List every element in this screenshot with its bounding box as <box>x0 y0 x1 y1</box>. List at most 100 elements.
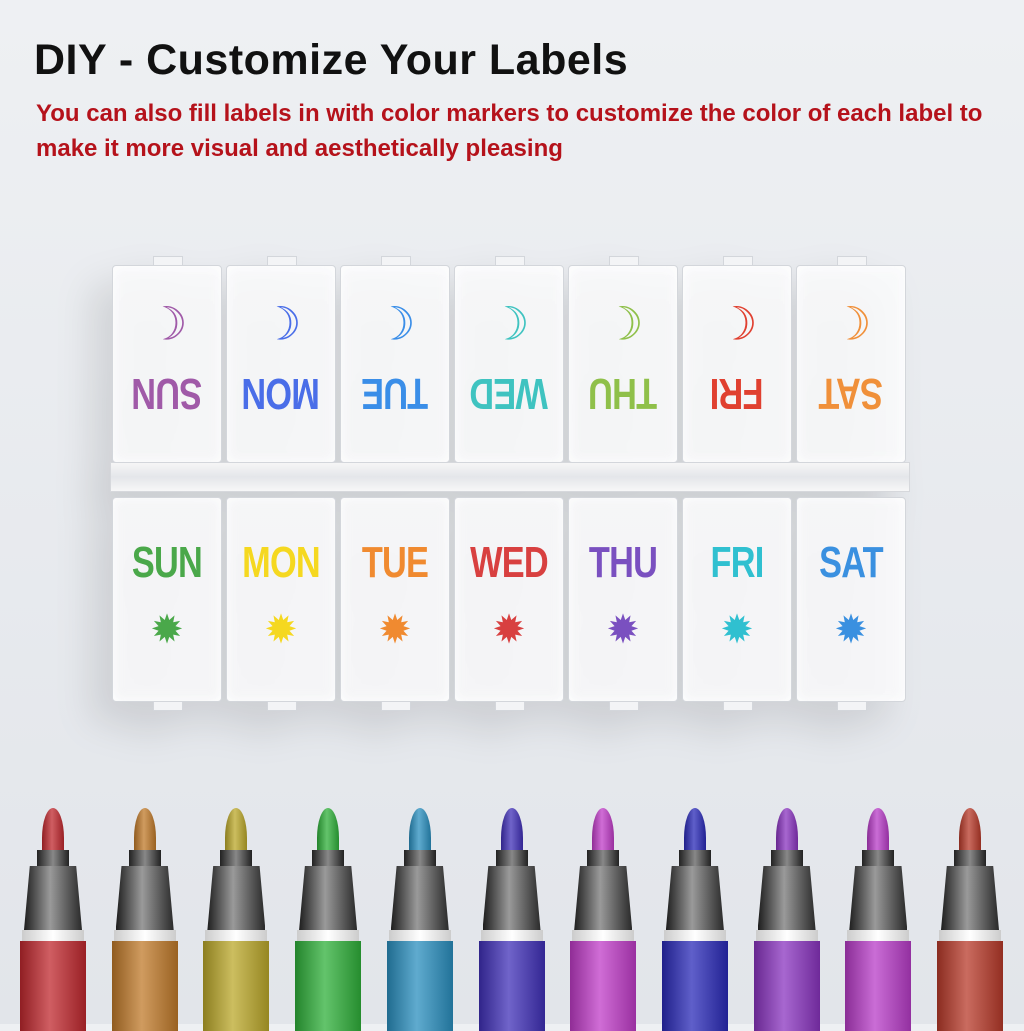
lid-tab <box>609 256 639 266</box>
marker-ring <box>388 930 451 941</box>
moon-icon: ☾ <box>716 296 758 348</box>
compartment-lid-night_row-mon[interactable]: MON ☾ <box>226 256 336 463</box>
lid-tab <box>837 701 867 711</box>
day-label: WED <box>470 538 549 587</box>
sun-icon: ✹ <box>150 608 184 652</box>
moon-icon: ☾ <box>374 296 416 348</box>
moon-icon: ☾ <box>260 296 302 348</box>
marker-body <box>753 941 820 1031</box>
lid-tab <box>495 701 525 711</box>
marker-cone <box>665 866 724 930</box>
marker-neck <box>587 850 620 868</box>
day-label: TUE <box>361 538 429 587</box>
marker-neck <box>770 850 803 868</box>
marker-cone <box>482 866 541 930</box>
marker-tip <box>42 808 64 852</box>
marker-ring <box>205 930 268 941</box>
marker-cone <box>757 866 816 930</box>
sun-icon: ✹ <box>606 608 640 652</box>
marker-ring <box>847 930 910 941</box>
marker-body <box>570 941 637 1031</box>
lid-tab <box>837 256 867 266</box>
day-label: FRI <box>710 538 765 587</box>
compartment-lid-day_row-mon[interactable]: MON ✹ <box>226 497 336 711</box>
marker-cone <box>390 866 449 930</box>
color-marker <box>661 808 728 1031</box>
moon-icon: ☾ <box>830 296 872 348</box>
day-label: THU <box>588 369 658 418</box>
marker-body <box>203 941 270 1031</box>
lid-tab <box>495 256 525 266</box>
marker-cone <box>574 866 633 930</box>
marker-neck <box>403 850 436 868</box>
color-marker <box>570 808 637 1031</box>
marker-body <box>111 941 178 1031</box>
moon-icon: ☾ <box>602 296 644 348</box>
marker-neck <box>312 850 345 868</box>
color-marker <box>478 808 545 1031</box>
color-marker <box>753 808 820 1031</box>
compartment-lid-day_row-sun[interactable]: SUN ✹ <box>112 497 222 711</box>
day-label: SAT <box>819 538 884 587</box>
compartment-lid-day_row-thu[interactable]: THU ✹ <box>568 497 678 711</box>
compartment-lid-day_row-sat[interactable]: SAT ✹ <box>796 497 906 711</box>
color-marker <box>203 808 270 1031</box>
marker-cone <box>24 866 82 930</box>
compartment-lid-night_row-thu[interactable]: THU ☾ <box>568 256 678 463</box>
marker-body <box>386 941 453 1031</box>
lid-tab <box>381 701 411 711</box>
day-label: TUE <box>361 369 429 418</box>
sun-icon: ✹ <box>264 608 298 652</box>
color-marker <box>111 808 178 1031</box>
marker-neck <box>954 850 986 868</box>
lid-tab <box>723 256 753 266</box>
marker-tip <box>683 808 706 852</box>
compartment-lid-night_row-sun[interactable]: SUN ☾ <box>112 256 222 463</box>
day-label: SAT <box>819 369 883 418</box>
lid-tab <box>267 256 297 266</box>
marker-cone <box>115 866 174 930</box>
color-marker <box>20 808 86 1031</box>
marker-cone <box>207 866 266 930</box>
marker-body <box>478 941 545 1031</box>
marker-neck <box>37 850 69 868</box>
sun-icon: ✹ <box>378 608 412 652</box>
compartment-lid-night_row-tue[interactable]: TUE ☾ <box>340 256 450 463</box>
marker-cone <box>941 866 999 930</box>
marker-tip <box>133 808 156 852</box>
compartment-lid-day_row-tue[interactable]: TUE ✹ <box>340 497 450 711</box>
day-label: SUN <box>131 538 203 587</box>
day-label: MON <box>242 369 320 418</box>
marker-neck <box>862 850 895 868</box>
compartment-lid-night_row-sat[interactable]: SAT ☾ <box>796 256 906 463</box>
moon-icon: ☾ <box>146 296 188 348</box>
pill-organizer: SUN ☾ MON ☾ TUE ☾ WED ☾ THU ☾ FRI ☾ SAT ☾ SUN ✹ MON ✹ TUE ✹… <box>100 250 932 720</box>
lid-tab <box>153 701 183 711</box>
compartment-lid-night_row-fri[interactable]: FRI ☾ <box>682 256 792 463</box>
marker-neck <box>678 850 711 868</box>
marker-body <box>295 941 362 1031</box>
subtitle: You can also fill labels in with color m… <box>36 100 983 162</box>
compartment-lid-day_row-wed[interactable]: WED ✹ <box>454 497 564 711</box>
marker-body <box>845 941 912 1031</box>
page-title: DIY - Customize Your Labels <box>34 36 629 84</box>
day-label: THU <box>588 538 658 587</box>
compartment-lid-day_row-fri[interactable]: FRI ✹ <box>682 497 792 711</box>
compartment-lid-night_row-wed[interactable]: WED ☾ <box>454 256 564 463</box>
color-marker <box>937 808 1003 1031</box>
marker-cone <box>849 866 908 930</box>
lid-tab <box>153 256 183 266</box>
marker-neck <box>128 850 161 868</box>
day-label: SUN <box>131 369 203 418</box>
color-marker <box>845 808 912 1031</box>
marker-ring <box>572 930 635 941</box>
marker-ring <box>297 930 360 941</box>
lid-tab <box>381 256 411 266</box>
marker-ring <box>22 930 84 941</box>
lid-tab <box>723 701 753 711</box>
marker-tip <box>317 808 340 852</box>
marker-body <box>937 941 1003 1031</box>
marker-ring <box>755 930 818 941</box>
color-marker <box>295 808 362 1031</box>
marker-ring <box>939 930 1001 941</box>
